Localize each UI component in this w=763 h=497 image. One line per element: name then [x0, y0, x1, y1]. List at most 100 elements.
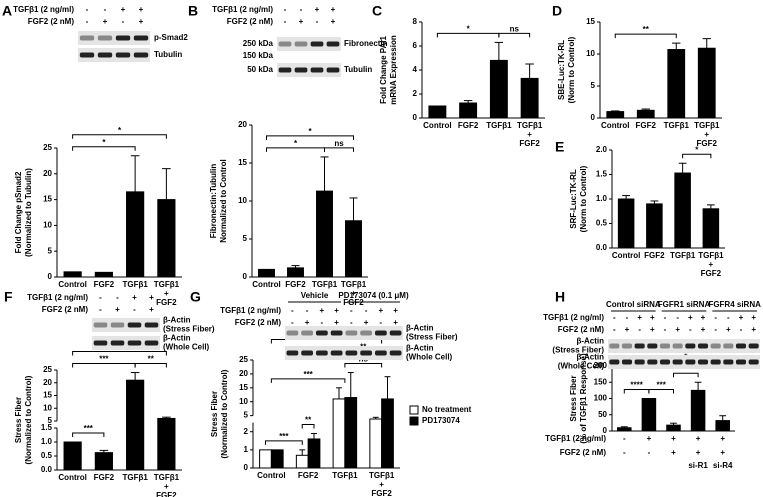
treatment-sign: + [132, 293, 137, 302]
panel-letter: E [555, 139, 564, 155]
x-tick-label: TGFβ1 + FGF2 [341, 280, 367, 307]
blot-band [110, 322, 125, 328]
treatment-label: TGFβ1 (2 ng/ml) [543, 313, 604, 322]
y-axis-label: SRF-Luc:TK-RL [569, 169, 578, 229]
significance-bracket [72, 432, 105, 437]
treatment-sign: - [613, 313, 616, 322]
treatment-sign: - [689, 325, 692, 334]
x-tick-label: Control [58, 473, 86, 482]
blot-band [735, 343, 747, 349]
blot-band [144, 322, 159, 328]
treatment-sign: + [364, 318, 369, 327]
blot-band [326, 41, 340, 47]
significance-bracket [324, 147, 354, 152]
blot-band [315, 350, 328, 356]
x-tick-label: Control [58, 280, 86, 289]
significance-label: ** [305, 416, 312, 425]
significance-label: ** [643, 25, 650, 34]
treatment-sign: - [116, 293, 119, 302]
y-axis-label: (Norm to Control) [579, 165, 588, 232]
panel-letter: G [190, 289, 201, 305]
significance-label: ** [148, 355, 155, 364]
bar [258, 268, 275, 278]
treatment-sign: - [291, 318, 294, 327]
blot-band [710, 343, 721, 349]
x-tick-label: Control [423, 121, 451, 130]
group-label: PD173074 (0.1 μM) [338, 291, 409, 300]
significance-bracket [72, 351, 167, 356]
significance-label: *** [279, 432, 289, 441]
y-tick-label: 20 [43, 169, 52, 178]
bar [641, 398, 657, 432]
treatment-sign: + [726, 325, 731, 334]
significance-bracket [614, 33, 677, 39]
band-label: Fibronectin [344, 39, 388, 48]
treatment-sign: si-R4 [713, 461, 733, 470]
significance-bracket [134, 363, 167, 368]
treatment-sign: + [671, 434, 676, 443]
bar [307, 438, 321, 469]
blot-band [93, 322, 108, 328]
y-tick-label: 15 [43, 391, 52, 400]
blot-strip [285, 346, 403, 360]
blot-band [127, 340, 142, 346]
y-tick-label: 25 [43, 365, 52, 374]
significance-label: *** [303, 370, 313, 379]
y-tick-label: 200 [594, 361, 608, 370]
treatment-sign: + [320, 306, 325, 315]
significance-label: * [467, 25, 471, 34]
y-tick-label: 10 [43, 403, 52, 412]
x-tick-label: FGF2 [298, 471, 319, 480]
bar [690, 389, 706, 432]
x-tick-label: TGFβ1 [312, 280, 338, 289]
blot-band [360, 350, 373, 356]
treatment-sign: - [664, 325, 667, 334]
y-tick-label: 5 [48, 246, 53, 255]
y-axis-label: mRNA Expression [389, 35, 398, 105]
y-tick-label: 20 [239, 369, 248, 378]
y-tick-label: 100 [594, 394, 608, 403]
y-tick-label: 0 [48, 272, 53, 281]
bar [345, 220, 362, 278]
treatment-sign: + [720, 448, 725, 457]
blot-band [634, 359, 645, 365]
bar [459, 102, 478, 119]
x-tick-label: Control [257, 471, 285, 480]
blot-band [609, 359, 620, 365]
blot-strip [277, 37, 341, 51]
x-tick-label: TGFβ1 [122, 280, 148, 289]
y-tick-label: 10 [43, 221, 52, 230]
blot-band [345, 350, 358, 356]
treatment-label: FGF2 (2 nM) [235, 318, 282, 327]
treatment-sign: + [139, 17, 144, 26]
y-tick-label: 2 [244, 427, 249, 436]
y-tick-label: 6 [413, 41, 418, 50]
blot-band [672, 343, 683, 349]
treatment-sign: - [664, 313, 667, 322]
treatment-sign: - [350, 318, 353, 327]
treatment-sign: + [121, 5, 126, 14]
blot-band [301, 330, 314, 336]
significance-bracket [301, 424, 315, 429]
bar [157, 417, 176, 471]
x-tick-label: TGFβ1 + FGF2 [517, 121, 543, 148]
significance-label: *** [84, 424, 94, 433]
panel-letter: B [188, 3, 198, 19]
treatment-sign: - [300, 5, 303, 14]
blot-band [133, 52, 149, 58]
group-label: FGFR4 siRNA [708, 300, 761, 309]
blot-band [659, 359, 671, 365]
treatment-sign: - [99, 293, 102, 302]
blot-band [697, 343, 709, 349]
treatment-sign: - [740, 325, 743, 334]
treatment-sign: + [379, 306, 384, 315]
significance-label: **** [630, 381, 643, 390]
bar [63, 441, 82, 471]
blot-band [310, 67, 324, 73]
treatment-label: TGFβ1 (2 ng/ml) [545, 434, 606, 443]
treatment-sign: + [650, 325, 655, 334]
treatment-sign: - [284, 5, 287, 14]
blot-band [97, 52, 113, 58]
bar [520, 77, 539, 119]
